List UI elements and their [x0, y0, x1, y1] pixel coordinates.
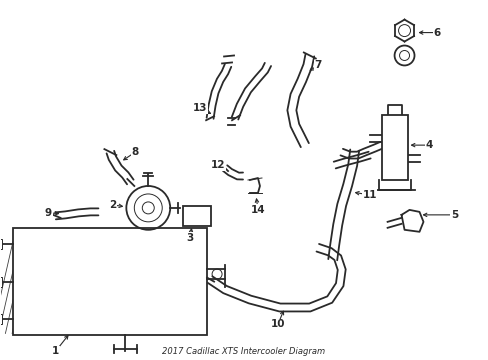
Text: 9: 9: [45, 208, 52, 218]
Text: 4: 4: [425, 140, 432, 150]
Bar: [13, 228, 207, 336]
Bar: [381, 115, 407, 180]
Text: 7: 7: [313, 60, 321, 71]
Text: 3: 3: [186, 233, 193, 243]
Text: 2017 Cadillac XTS Intercooler Diagram: 2017 Cadillac XTS Intercooler Diagram: [162, 347, 325, 356]
Bar: [0, 276, 1, 287]
Text: 6: 6: [433, 28, 440, 37]
Text: 14: 14: [250, 205, 264, 215]
Text: 12: 12: [210, 160, 225, 170]
Text: 1: 1: [52, 346, 59, 356]
Bar: [183, 206, 211, 226]
Text: 13: 13: [192, 103, 207, 113]
Bar: [0, 314, 1, 324]
Text: 5: 5: [450, 210, 457, 220]
Text: 8: 8: [131, 147, 139, 157]
Text: 2: 2: [108, 200, 116, 210]
Text: 11: 11: [362, 190, 376, 200]
Bar: [0, 239, 1, 249]
Text: 10: 10: [270, 319, 285, 329]
